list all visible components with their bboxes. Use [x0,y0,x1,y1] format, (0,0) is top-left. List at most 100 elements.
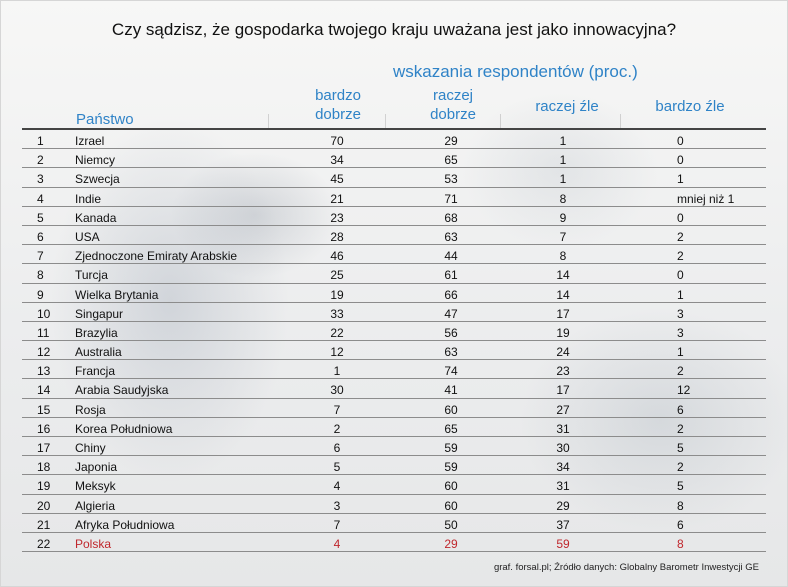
row-country: Francja [75,364,116,379]
cell-bardzo-dobrze: 6 [333,441,341,455]
cell-bardzo-zle: 2 [677,460,684,475]
row-number: 1 [37,134,44,148]
row-country: Szwecja [75,172,120,187]
table-row: 1 Izrael 70 29 1 0 [22,130,766,150]
cell-raczej-zle: 23 [556,364,570,379]
cell-bardzo-dobrze: 28 [330,229,344,244]
cell-bardzo-zle: 3 [677,325,684,340]
cell-bardzo-zle: 8 [677,536,684,551]
row-country: Indie [75,191,102,206]
cell-bardzo-dobrze: 5 [333,460,341,475]
row-country: Arabia Saudyjska [75,383,169,398]
row-number: 14 [37,383,51,398]
cell-raczej-zle: 1 [559,172,567,187]
header-raczej-dobrze-line1: raczej [432,87,473,104]
cell-bardzo-dobrze: 7 [333,402,341,417]
cell-bardzo-dobrze: 46 [330,249,344,264]
cell-bardzo-zle: 2 [677,364,684,379]
row-country: Wielka Brytania [75,287,159,302]
row-country: Algieria [75,498,116,513]
row-country: Polska [75,536,112,551]
cell-raczej-zle: 31 [556,479,570,494]
cell-bardzo-zle: 6 [677,402,684,417]
cell-raczej-dobrze: 41 [444,383,458,398]
cell-bardzo-dobrze: 45 [330,172,344,187]
row-country: Korea Południowa [75,421,173,436]
cell-bardzo-zle: 0 [677,210,684,225]
cell-raczej-dobrze: 47 [444,306,458,321]
table-row: 6 USA 28 63 7 2 [22,226,766,246]
row-country: Afryka Południowa [75,517,175,532]
cell-raczej-dobrze: 29 [444,134,458,148]
cell-raczej-dobrze: 44 [444,249,458,264]
table-body: 1 Izrael 70 29 1 0 2 Niemcy 34 65 1 0 3 Szwecja 45 53 1 1… [22,130,766,553]
row-number: 8 [37,268,44,283]
row-country: Niemcy [75,153,116,168]
row-number: 18 [37,460,51,475]
header-rule [22,128,766,130]
row-number: 9 [37,287,44,302]
row-number: 4 [37,191,44,206]
header-bardzo-zle: bardzo źle [655,98,725,115]
cell-bardzo-zle: 3 [677,306,684,321]
header-raczej-zle: raczej źle [535,98,599,115]
row-number: 3 [37,172,44,187]
chart-subtitle: wskazania respondentów (proc.) [393,62,638,81]
row-number: 16 [37,421,51,436]
cell-bardzo-dobrze: 21 [330,191,344,206]
cell-raczej-zle: 8 [559,249,567,264]
table-row: 10 Singapur 33 47 17 3 [22,303,766,322]
cell-bardzo-dobrze: 3 [333,498,341,513]
table-row: 21 Afryka Południowa 7 50 37 6 [22,514,766,533]
row-number: 15 [37,402,51,417]
cell-bardzo-zle: 2 [677,421,684,436]
cell-raczej-zle: 17 [556,306,570,321]
cell-raczej-dobrze: 61 [444,268,458,283]
row-number: 22 [37,536,51,551]
cell-raczej-dobrze: 53 [444,172,458,187]
cell-raczej-zle: 30 [556,441,570,455]
row-number: 7 [37,249,44,264]
table-row: 20 Algieria 3 60 29 8 [22,495,766,514]
row-number: 5 [37,210,44,225]
row-country: Chiny [75,441,106,455]
cell-raczej-zle: 9 [559,210,567,225]
cell-raczej-zle: 19 [556,325,570,340]
header-separator [385,114,386,130]
chart-title: Czy sądzisz, że gospodarka twojego kraju… [111,20,677,39]
header-country: Państwo [76,111,134,128]
cell-raczej-zle: 7 [559,229,567,244]
cell-bardzo-dobrze: 2 [333,421,341,436]
table-row: 5 Kanada 23 68 9 0 [22,207,766,226]
cell-bardzo-zle: 0 [677,268,684,283]
header-raczej-dobrze-line2: dobrze [430,106,476,123]
row-country: USA [75,229,100,244]
table-row: 22 Polska 4 29 59 8 [22,533,766,553]
row-number: 10 [37,306,51,321]
cell-raczej-dobrze: 59 [444,460,458,475]
cell-raczej-dobrze: 65 [444,421,458,436]
table-row: 19 Meksyk 4 60 31 5 [22,475,766,495]
cell-bardzo-zle: 1 [677,287,684,302]
cell-bardzo-dobrze: 22 [330,325,344,340]
table-row: 13 Francja 1 74 23 2 [22,360,766,380]
row-country: Izrael [75,134,105,148]
row-country: Australia [75,345,122,360]
cell-raczej-dobrze: 29 [444,536,458,551]
cell-raczej-zle: 59 [556,536,570,551]
cell-raczej-dobrze: 63 [444,229,458,244]
cell-bardzo-zle: 1 [677,345,684,360]
cell-raczej-zle: 14 [556,287,570,302]
cell-raczej-zle: 37 [556,517,570,532]
table-row: 8 Turcja 25 61 14 0 [22,264,766,284]
cell-raczej-dobrze: 74 [444,364,458,379]
cell-raczej-dobrze: 71 [444,191,458,206]
row-country: Brazylia [75,325,118,340]
table-row: 11 Brazylia 22 56 19 3 [22,322,766,342]
row-number: 2 [37,153,44,168]
table-row: 2 Niemcy 34 65 1 0 [22,149,766,169]
source-note: graf. forsal.pl; Źródło danych: Globalny… [493,562,759,573]
cell-raczej-zle: 14 [556,268,570,283]
table-row: 4 Indie 21 71 8 mniej niż 1 [22,188,766,207]
cell-raczej-dobrze: 56 [444,325,458,340]
